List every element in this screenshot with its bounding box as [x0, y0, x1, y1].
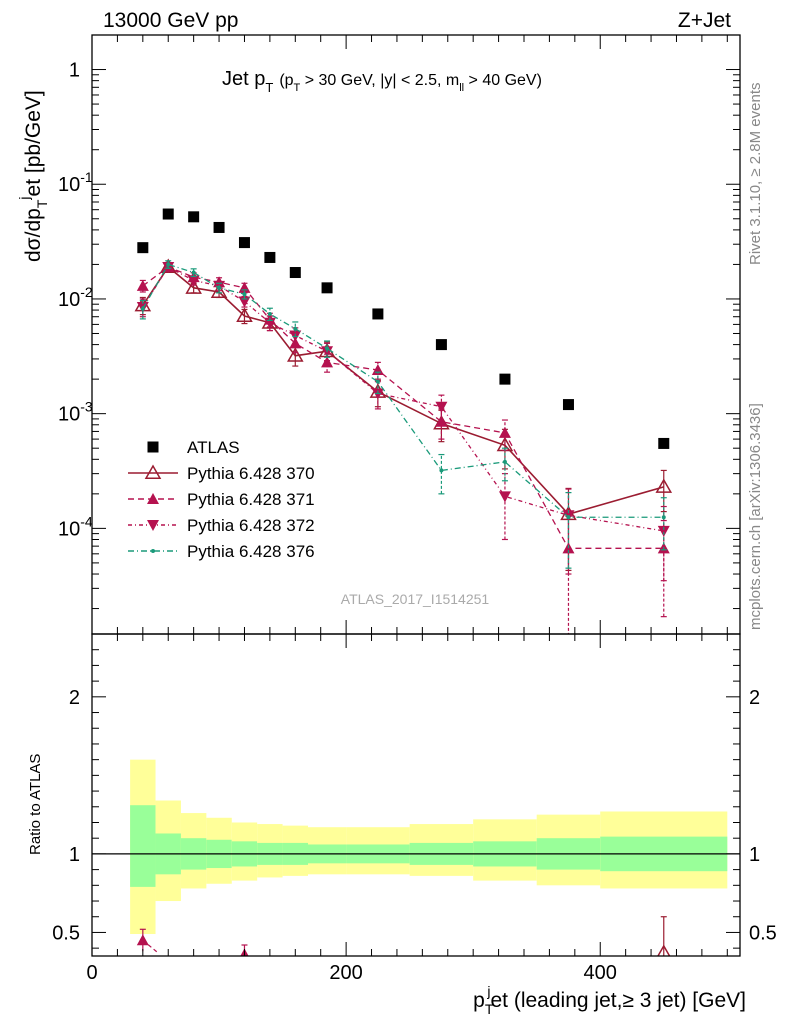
y-tick-label: 10-3	[58, 399, 93, 426]
legend-marker-p376	[151, 549, 155, 553]
y-tick-label: 10-4	[58, 513, 93, 540]
data-point-atlas	[435, 339, 447, 351]
data-point-atlas	[499, 373, 511, 385]
y-axis-label-ratio: Ratio to ATLAS	[27, 754, 44, 855]
data-point-p370	[287, 347, 304, 362]
ratio-tick-label-right: 1	[749, 844, 760, 866]
data-point-atlas	[264, 251, 276, 263]
data-point-p376	[439, 468, 444, 473]
data-point-p376	[502, 459, 507, 464]
data-point-p376	[166, 262, 171, 267]
legend-item-p370: Pythia 6.428 370	[128, 464, 315, 483]
y-tick-label: 10-1	[58, 169, 93, 196]
legend-item-p372: Pythia 6.428 372	[128, 516, 315, 535]
legend-label-p372: Pythia 6.428 372	[187, 516, 315, 535]
main-panel	[134, 208, 673, 634]
legend-marker-p372	[147, 520, 159, 531]
data-point-atlas	[372, 308, 384, 320]
ratio-point-p371	[136, 934, 149, 946]
ratio-uncertainty-bands	[130, 759, 728, 935]
data-point-atlas	[162, 208, 174, 220]
analysis-watermark: ATLAS_2017_I1514251	[341, 591, 490, 607]
data-point-p371	[136, 279, 149, 291]
ratio-point-p370	[657, 944, 671, 956]
data-point-p372	[435, 401, 448, 413]
ratio-tick-label-left: 2	[69, 687, 80, 709]
data-point-p376	[140, 306, 145, 311]
data-point-p376	[325, 346, 330, 351]
data-point-p371	[321, 356, 334, 368]
header-energy: 13000 GeV pp	[103, 9, 238, 32]
data-point-p371	[498, 426, 511, 438]
ratio-line-p371	[142, 939, 159, 954]
ratio-tick-label-right: 2	[749, 687, 760, 709]
legend-item-p376: Pythia 6.428 376	[128, 542, 315, 561]
legend-item-atlas: ATLAS	[147, 438, 240, 457]
data-point-p372	[187, 275, 200, 287]
legend-label-p371: Pythia 6.428 371	[187, 490, 315, 509]
data-point-atlas	[658, 437, 670, 449]
legend-item-p371: Pythia 6.428 371	[128, 490, 315, 509]
data-point-p376	[191, 270, 196, 275]
data-point-p370	[210, 283, 228, 298]
legend-marker-p371	[147, 493, 159, 504]
data-point-atlas	[562, 399, 574, 411]
legend-label-atlas: ATLAS	[187, 438, 240, 457]
ratio-tick-label-left: 1	[69, 844, 80, 866]
series-atlas	[137, 208, 670, 449]
data-point-p376	[661, 515, 666, 520]
data-point-p372	[498, 491, 511, 503]
data-point-atlas	[137, 242, 149, 254]
data-point-atlas	[238, 237, 250, 249]
source-text: mcplots.cern.ch [arXiv:1306.3436]	[747, 403, 764, 630]
y-tick-label: 1	[69, 60, 80, 82]
header-process: Z+Jet	[678, 9, 731, 32]
data-point-p370	[236, 307, 253, 323]
rivet-version-text: Rivet 3.1.10, ≥ 2.8M events	[747, 83, 764, 266]
data-point-p376	[566, 515, 571, 520]
data-point-p370	[655, 478, 673, 493]
data-point-atlas	[188, 211, 200, 223]
x-tick-label: 0	[86, 962, 97, 984]
plot-title: Jet pT (pT > 30 GeV, |y| < 2.5, mll > 40 …	[222, 68, 542, 95]
legend-marker-atlas	[147, 441, 159, 453]
data-point-atlas	[213, 221, 225, 233]
x-axis-label: pTjet (leading jet,≥ 3 jet) [GeV]	[473, 983, 746, 1017]
legend-marker-p370	[144, 464, 162, 479]
band-inner	[130, 805, 156, 887]
ratio-frame	[91, 633, 741, 957]
x-tick-label: 200	[329, 962, 362, 984]
legend-label-p376: Pythia 6.428 376	[187, 542, 315, 561]
data-point-p372	[657, 525, 670, 537]
y-tick-label: 10-2	[58, 284, 93, 311]
data-point-p376	[293, 326, 298, 331]
data-point-p376	[217, 285, 222, 290]
data-point-p376	[267, 311, 272, 316]
data-point-p376	[375, 379, 380, 384]
data-point-atlas	[321, 282, 333, 294]
legend-label-p370: Pythia 6.428 370	[187, 464, 315, 483]
x-tick-label: 400	[584, 962, 617, 984]
y-axis-label-top: dσ/dpTjet [pb/GeV]	[16, 90, 50, 262]
data-point-p376	[242, 292, 247, 297]
legend: ATLAS Pythia 6.428 370 Pythia 6.428 371 Pyt…	[128, 438, 315, 561]
data-point-p370	[185, 279, 202, 294]
ratio-tick-label-right: 0.5	[749, 922, 777, 944]
series-p376	[139, 260, 667, 569]
data-point-atlas	[289, 267, 301, 279]
ratio-tick-label-left: 0.5	[52, 922, 80, 944]
axes: 1 10-1 10-2 10-3 10-4 0 200 400 0.5 0.5 1 1 2 2	[52, 34, 777, 984]
